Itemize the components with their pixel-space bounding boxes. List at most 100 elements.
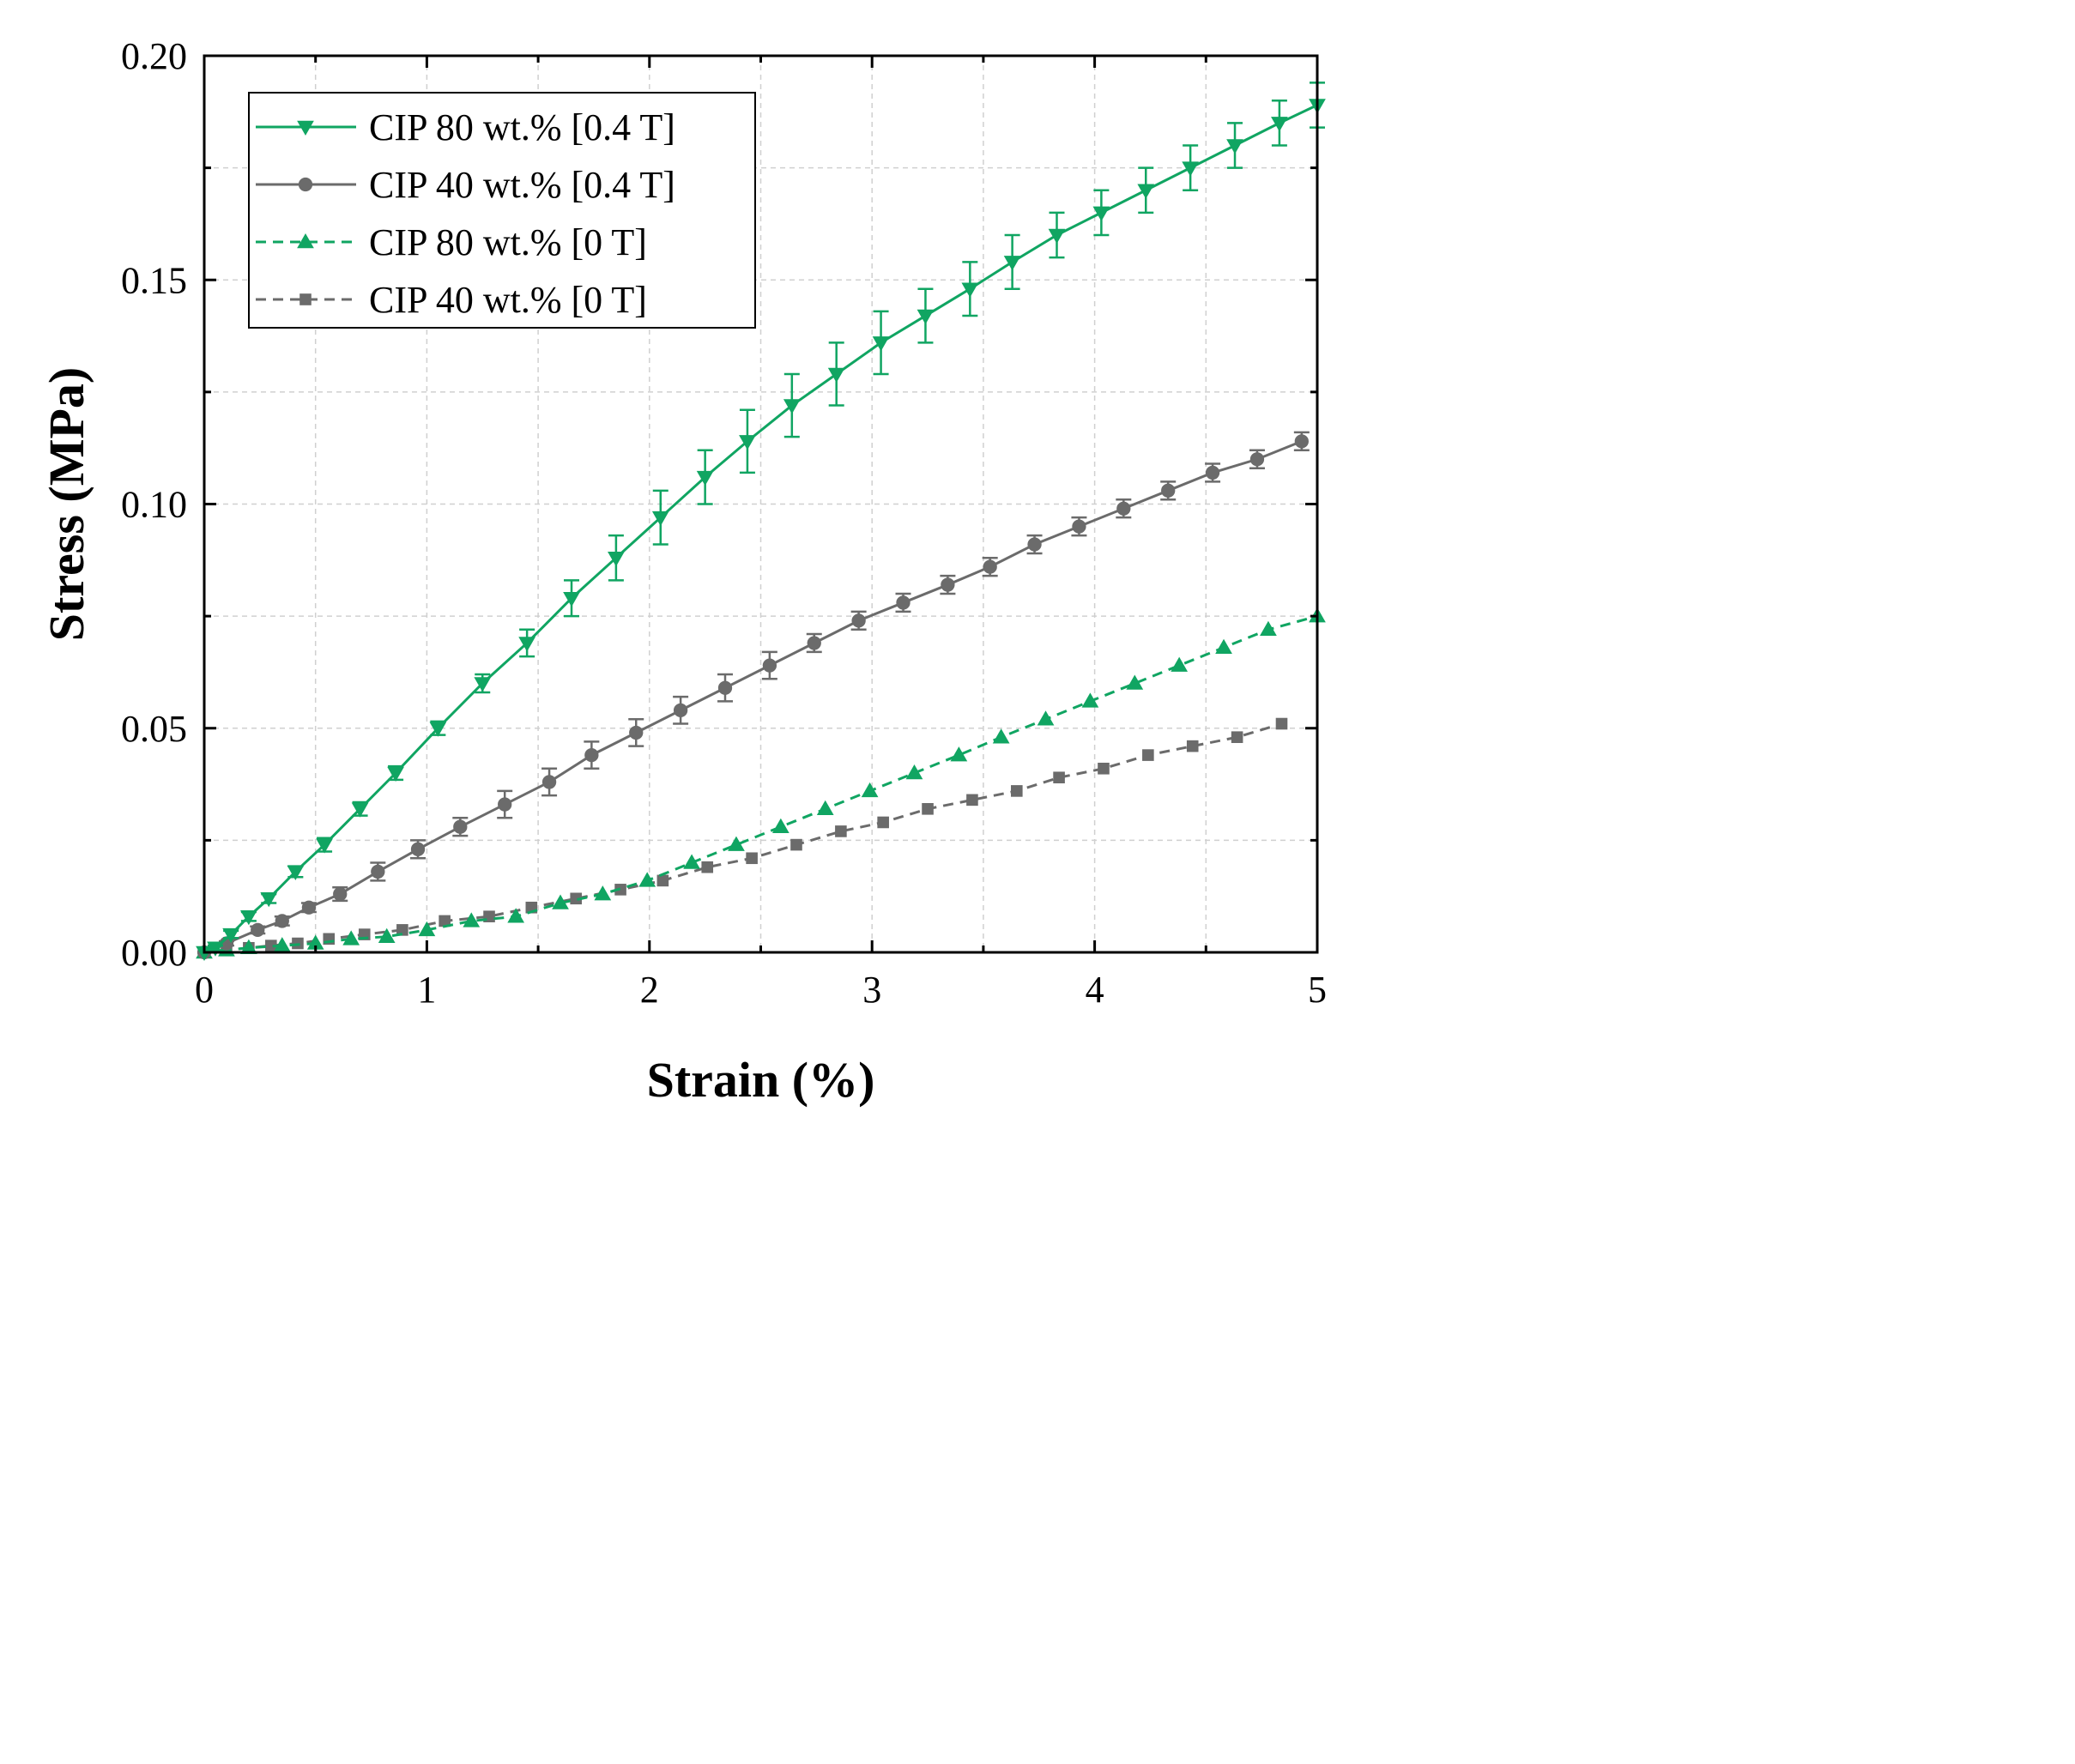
y-tick-label: 0.00: [121, 932, 187, 974]
data-point-circle: [1205, 465, 1220, 480]
data-point-square: [877, 816, 889, 829]
data-point-triangle-up: [816, 800, 834, 816]
series-line: [203, 439, 1303, 954]
data-point-triangle-down: [474, 677, 492, 692]
data-point-circle: [301, 900, 317, 915]
data-point-triangle-down: [563, 591, 580, 607]
legend-entry: CIP 80 wt.% [0 T]: [256, 221, 647, 263]
data-point-triangle-down: [297, 120, 314, 136]
x-axis-title: Strain (%): [647, 1052, 875, 1108]
data-point-triangle-up: [378, 927, 396, 943]
data-point-triangle-up: [1171, 656, 1189, 672]
y-tick-label: 0.15: [121, 259, 187, 301]
data-point-triangle-down: [783, 399, 801, 414]
data-point-triangle-down: [961, 282, 979, 298]
data-point-triangle-down: [872, 336, 890, 352]
data-point-circle: [762, 658, 777, 673]
series-3: [198, 717, 1288, 958]
data-point-circle: [1072, 519, 1086, 534]
legend-entry: CIP 80 wt.% [0.4 T]: [256, 106, 675, 148]
data-point-circle: [983, 559, 997, 574]
data-point-triangle-up: [683, 854, 700, 869]
data-point-triangle-down: [917, 309, 935, 325]
data-point-triangle-down: [1048, 228, 1066, 245]
data-point-square: [1098, 762, 1110, 775]
series-1: [197, 431, 1310, 960]
data-point-circle: [717, 680, 733, 695]
data-point-triangle-up: [638, 872, 656, 887]
x-tick-label: 5: [1308, 969, 1327, 1011]
x-tick-label: 4: [1086, 969, 1104, 1011]
data-point-triangle-up: [1126, 674, 1144, 690]
data-point-triangle-down: [222, 927, 239, 944]
data-point-triangle-up: [463, 912, 481, 927]
data-point-square: [790, 838, 802, 851]
data-point-triangle-up: [1037, 710, 1055, 726]
data-point-triangle-up: [297, 233, 314, 249]
data-point-triangle-down: [316, 838, 333, 854]
data-point-triangle-down: [1271, 117, 1288, 132]
data-point-circle: [1116, 501, 1131, 516]
data-point-circle: [1249, 452, 1265, 467]
data-point-square: [701, 861, 714, 873]
data-point-circle: [629, 725, 644, 740]
data-point-triangle-up: [992, 728, 1010, 744]
x-tick-label: 3: [862, 969, 881, 1011]
data-point-triangle-down: [207, 941, 224, 957]
data-point-triangle-down: [1182, 161, 1200, 177]
data-point-circle: [1027, 537, 1042, 552]
axis-ticks: 0 1 2 3 4 5 0.00 0.05 0.10 0.15 0.20: [121, 35, 1327, 1011]
legend-label: CIP 40 wt.% [0 T]: [369, 279, 647, 321]
data-point-square: [1186, 740, 1199, 752]
x-tick-label: 2: [640, 969, 659, 1011]
data-point-triangle-down: [287, 865, 305, 880]
x-tick-label: 0: [195, 969, 214, 1011]
data-point-circle: [333, 886, 348, 902]
y-axis-title: Stress (MPa): [39, 367, 94, 641]
data-point-triangle-down: [387, 766, 404, 782]
legend-label: CIP 40 wt.% [0.4 T]: [369, 164, 675, 206]
data-point-circle: [541, 775, 557, 789]
chart: 0 1 2 3 4 5 0.00 0.05 0.10 0.15 0.20 Strain (%) St…: [39, 35, 1327, 1108]
data-point-triangle-down: [518, 637, 535, 652]
data-point-square: [966, 794, 978, 806]
data-point-circle: [1294, 434, 1309, 449]
data-point-triangle-down: [1092, 206, 1110, 221]
data-point-circle: [807, 636, 821, 650]
data-point-triangle-down: [351, 802, 369, 818]
data-point-triangle-up: [950, 746, 968, 762]
series-0: [196, 82, 1326, 962]
legend-label: CIP 80 wt.% [0.4 T]: [369, 106, 675, 148]
legend-entry: CIP 40 wt.% [0.4 T]: [256, 164, 675, 206]
data-point-triangle-down: [240, 909, 257, 926]
data-point-triangle-up: [861, 782, 879, 798]
data-point-triangle-down: [696, 470, 714, 486]
data-point-triangle-up: [1215, 638, 1232, 654]
data-point-square: [746, 852, 758, 865]
legend-entry: CIP 40 wt.% [0 T]: [256, 279, 647, 321]
data-point-circle: [896, 595, 910, 610]
data-point-triangle-down: [260, 892, 278, 908]
data-point-circle: [371, 864, 385, 879]
legend: CIP 80 wt.% [0.4 T] CIP 40 wt.% [0.4 T] CI…: [248, 92, 756, 329]
data-point-triangle-up: [905, 764, 923, 780]
data-point-triangle-up: [507, 908, 525, 923]
data-point-square: [1231, 731, 1243, 744]
legend-box: [248, 92, 756, 329]
data-point-triangle-down: [651, 510, 669, 527]
data-point-square: [1053, 771, 1065, 784]
data-point-square: [1142, 749, 1154, 761]
data-point-triangle-down: [1226, 139, 1243, 154]
data-point-circle: [498, 797, 512, 812]
data-point-triangle-up: [418, 921, 436, 937]
data-point-triangle-down: [739, 435, 756, 450]
data-point-square: [1011, 785, 1023, 797]
data-point-triangle-up: [728, 836, 745, 851]
grid: [204, 56, 1317, 952]
data-point-triangle-down: [1137, 184, 1155, 199]
data-point-circle: [251, 922, 265, 938]
data-point-triangle-up: [240, 939, 257, 955]
data-point-triangle-up: [771, 818, 789, 833]
data-point-triangle-up: [594, 885, 612, 901]
series-line: [203, 722, 1282, 954]
